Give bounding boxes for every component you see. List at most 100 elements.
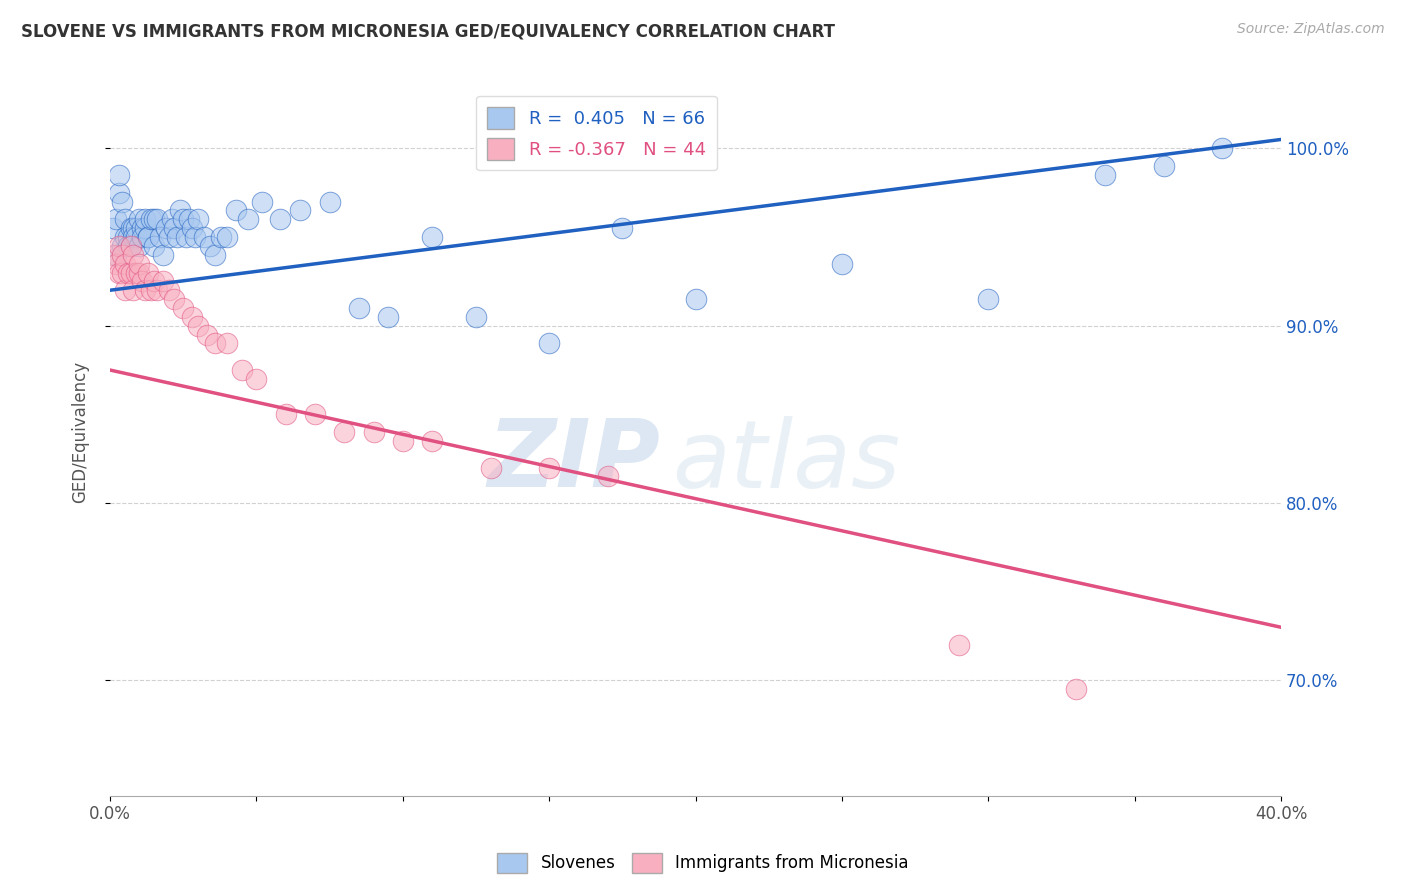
Legend: Slovenes, Immigrants from Micronesia: Slovenes, Immigrants from Micronesia xyxy=(491,847,915,880)
Point xyxy=(108,168,131,182)
Point xyxy=(134,221,156,235)
Point xyxy=(274,408,297,422)
Point xyxy=(236,212,259,227)
Point xyxy=(134,212,156,227)
Point xyxy=(155,221,177,235)
Point xyxy=(128,212,150,227)
Point xyxy=(184,230,207,244)
Point xyxy=(108,186,131,200)
Point xyxy=(101,248,124,262)
Point xyxy=(146,283,169,297)
Text: SLOVENE VS IMMIGRANTS FROM MICRONESIA GED/EQUIVALENCY CORRELATION CHART: SLOVENE VS IMMIGRANTS FROM MICRONESIA GE… xyxy=(21,22,835,40)
Point xyxy=(245,372,267,386)
Point xyxy=(172,212,194,227)
Point xyxy=(163,292,186,306)
Point xyxy=(104,212,127,227)
Point xyxy=(131,274,153,288)
Point xyxy=(831,257,853,271)
Point xyxy=(1211,141,1233,155)
Point xyxy=(209,230,232,244)
Point xyxy=(333,425,356,439)
Point xyxy=(198,239,221,253)
Point xyxy=(187,212,209,227)
Point xyxy=(134,283,156,297)
Point xyxy=(152,274,174,288)
Point xyxy=(318,194,340,209)
Point xyxy=(143,212,166,227)
Point xyxy=(136,230,159,244)
Point xyxy=(685,292,707,306)
Point xyxy=(111,248,134,262)
Point xyxy=(269,212,291,227)
Point xyxy=(977,292,1000,306)
Point xyxy=(347,301,370,315)
Point xyxy=(125,230,148,244)
Point xyxy=(160,212,183,227)
Point xyxy=(166,230,188,244)
Point xyxy=(120,265,142,279)
Point xyxy=(596,469,619,483)
Point xyxy=(139,212,162,227)
Point xyxy=(136,230,159,244)
Point xyxy=(120,239,142,253)
Point xyxy=(114,212,136,227)
Point xyxy=(149,230,172,244)
Point xyxy=(163,221,186,235)
Point xyxy=(122,283,145,297)
Point xyxy=(172,301,194,315)
Point xyxy=(612,221,634,235)
Point xyxy=(143,274,166,288)
Point xyxy=(204,336,226,351)
Point xyxy=(217,336,239,351)
Point xyxy=(131,230,153,244)
Point xyxy=(128,257,150,271)
Point xyxy=(120,239,142,253)
Y-axis label: GED/Equivalency: GED/Equivalency xyxy=(72,361,89,503)
Point xyxy=(465,310,488,324)
Text: atlas: atlas xyxy=(672,416,900,507)
Point xyxy=(179,212,201,227)
Point xyxy=(391,434,413,448)
Point xyxy=(114,230,136,244)
Point xyxy=(111,194,134,209)
Point xyxy=(104,248,127,262)
Point xyxy=(157,230,180,244)
Point xyxy=(1094,168,1116,182)
Point xyxy=(304,408,326,422)
Point xyxy=(111,239,134,253)
Point xyxy=(225,203,247,218)
Point xyxy=(122,248,145,262)
Point xyxy=(1153,159,1175,173)
Point xyxy=(187,318,209,333)
Point xyxy=(420,230,443,244)
Point xyxy=(120,221,142,235)
Point xyxy=(125,265,148,279)
Legend: R =  0.405   N = 66, R = -0.367   N = 44: R = 0.405 N = 66, R = -0.367 N = 44 xyxy=(477,95,717,170)
Point xyxy=(363,425,385,439)
Point xyxy=(111,265,134,279)
Point xyxy=(128,239,150,253)
Point xyxy=(181,310,204,324)
Point xyxy=(252,194,274,209)
Point xyxy=(122,221,145,235)
Point xyxy=(157,283,180,297)
Point xyxy=(114,283,136,297)
Point xyxy=(101,221,124,235)
Point xyxy=(139,283,162,297)
Point xyxy=(195,327,218,342)
Point xyxy=(117,265,139,279)
Point xyxy=(948,638,970,652)
Point xyxy=(538,460,561,475)
Point xyxy=(231,363,253,377)
Point xyxy=(117,239,139,253)
Text: Source: ZipAtlas.com: Source: ZipAtlas.com xyxy=(1237,22,1385,37)
Point xyxy=(169,203,191,218)
Point xyxy=(420,434,443,448)
Point xyxy=(290,203,312,218)
Point xyxy=(143,239,166,253)
Point xyxy=(479,460,502,475)
Point xyxy=(104,257,127,271)
Point xyxy=(114,257,136,271)
Point xyxy=(125,221,148,235)
Point xyxy=(108,239,131,253)
